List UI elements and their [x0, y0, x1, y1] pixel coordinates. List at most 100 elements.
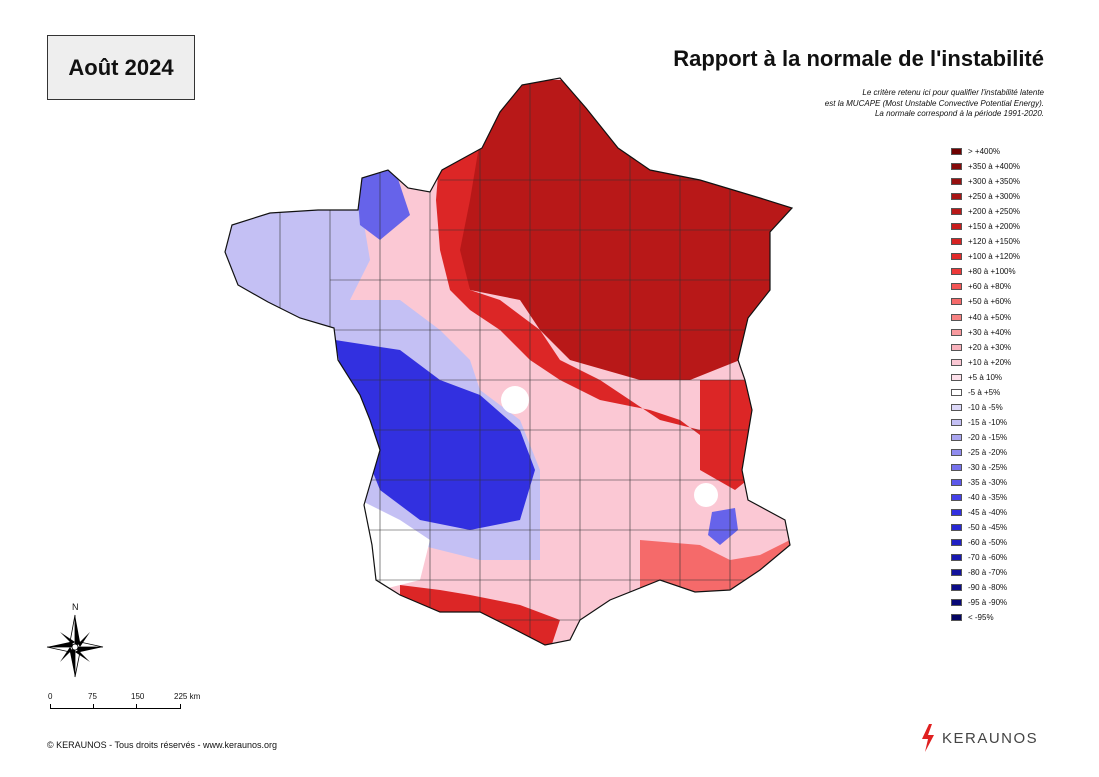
legend-swatch	[951, 223, 962, 231]
legend-item: -15 à -10%	[951, 415, 1020, 430]
legend-item: +5 à 10%	[951, 370, 1020, 385]
region-southwest-blue	[335, 340, 535, 530]
legend-label: -20 à -15%	[968, 432, 1008, 442]
france-map	[224, 77, 793, 646]
region-fills	[225, 78, 792, 645]
legend-item: +250 à +300%	[951, 189, 1020, 204]
legend-item: -95 à -90%	[951, 595, 1020, 610]
month-label: Août 2024	[68, 54, 174, 80]
legend-label: +250 à +300%	[968, 192, 1021, 202]
legend-item: +30 à +40%	[951, 325, 1020, 340]
legend-item: +40 à +50%	[951, 310, 1020, 325]
legend-swatch	[951, 403, 962, 411]
scale-line	[50, 708, 180, 709]
compass-rose-icon	[46, 614, 104, 678]
legend-item: -5 à +5%	[951, 385, 1020, 400]
legend-item: +120 à +150%	[951, 234, 1020, 249]
legend-label: +10 à +20%	[968, 357, 1012, 367]
scale-tick	[180, 704, 181, 709]
legend-swatch	[951, 238, 962, 246]
legend-item: -30 à -25%	[951, 460, 1020, 475]
region-blue-pocket	[708, 508, 738, 545]
legend-item: -35 à -30%	[951, 475, 1020, 490]
legend-swatch	[951, 193, 962, 201]
legend-item: +20 à +30%	[951, 340, 1020, 355]
legend-swatch	[951, 163, 962, 171]
legend-item: +300 à +350%	[951, 174, 1020, 189]
legend-label: +120 à +150%	[968, 237, 1021, 247]
department-borders	[279, 80, 792, 640]
scale-label: 75	[88, 692, 97, 701]
legend-label: +50 à +60%	[968, 297, 1012, 307]
lightning-icon	[922, 724, 934, 752]
legend-swatch	[951, 479, 962, 487]
legend-swatch	[951, 268, 962, 276]
brand-logo: KERAUNOS	[920, 724, 1038, 752]
legend-item: +350 à +400%	[951, 159, 1020, 174]
legend-item: -40 à -35%	[951, 490, 1020, 505]
subtitle-line: Le critère retenu ici pour qualifier l'i…	[862, 88, 1044, 97]
legend-item: -45 à -40%	[951, 505, 1020, 520]
legend-item: -60 à -50%	[951, 535, 1020, 550]
legend-swatch	[951, 599, 962, 607]
legend-label: +20 à +30%	[968, 342, 1012, 352]
legend-item: +80 à +100%	[951, 264, 1020, 279]
legend-label: -5 à +5%	[968, 387, 1001, 397]
legend-swatch	[951, 448, 962, 456]
legend-label: +60 à +80%	[968, 282, 1012, 292]
legend-label: -50 à -45%	[968, 523, 1008, 533]
legend-label: -10 à -5%	[968, 402, 1003, 412]
legend-item: < -95%	[951, 610, 1020, 625]
region-white-pocket	[501, 386, 529, 414]
scale-bar: 0 75 150 225 km	[48, 690, 218, 720]
legend-item: -50 à -45%	[951, 520, 1020, 535]
legend-item: -10 à -5%	[951, 400, 1020, 415]
copyright-text: © KERAUNOS - Tous droits réservés - www.…	[47, 740, 278, 750]
scale-label: 150	[131, 692, 145, 701]
legend-swatch	[951, 358, 962, 366]
region-white-pocket	[694, 483, 718, 507]
legend-swatch	[951, 418, 962, 426]
legend-item: +150 à +200%	[951, 219, 1020, 234]
subtitle-line: La normale correspond à la période 1991-…	[874, 109, 1044, 118]
legend-swatch	[951, 569, 962, 577]
legend-item: -90 à -80%	[951, 580, 1020, 595]
scale-label: 0	[48, 692, 53, 701]
region-cotentin	[355, 165, 410, 240]
legend-label: -40 à -35%	[968, 493, 1008, 503]
legend-swatch	[951, 509, 962, 517]
legend-label: > +400%	[968, 147, 1001, 157]
legend-label: -70 à -60%	[968, 553, 1008, 563]
map-subtitle: Le critère retenu ici pour qualifier l'i…	[825, 88, 1044, 120]
legend-item: +60 à +80%	[951, 279, 1020, 294]
legend-swatch	[951, 208, 962, 216]
legend-swatch	[951, 554, 962, 562]
legend-swatch	[951, 373, 962, 381]
legend-label: -15 à -10%	[968, 417, 1008, 427]
scale-tick	[50, 704, 51, 709]
legend-label: +300 à +350%	[968, 177, 1021, 187]
legend-swatch	[951, 283, 962, 291]
legend-label: +350 à +400%	[968, 162, 1021, 172]
legend: > +400% +350 à +400% +300 à +350% +250 à +3…	[951, 144, 1020, 626]
legend-swatch	[951, 388, 962, 396]
legend-label: -35 à -30%	[968, 478, 1008, 488]
legend-swatch	[951, 494, 962, 502]
legend-label: < -95%	[968, 613, 994, 623]
legend-label: +150 à +200%	[968, 222, 1021, 232]
legend-item: -70 à -60%	[951, 550, 1020, 565]
legend-label: -80 à -70%	[968, 568, 1008, 578]
region-landes-white	[360, 500, 430, 590]
legend-label: +40 à +50%	[968, 312, 1012, 322]
legend-swatch	[951, 464, 962, 471]
legend-swatch	[951, 298, 962, 306]
legend-swatch	[951, 148, 962, 156]
legend-label: -30 à -25%	[968, 463, 1008, 472]
legend-swatch	[951, 433, 962, 441]
legend-swatch	[951, 614, 962, 622]
legend-swatch	[951, 253, 962, 261]
scale-label: 225 km	[174, 692, 201, 701]
legend-label: -95 à -90%	[968, 598, 1008, 608]
month-label-box: Août 2024	[47, 35, 195, 100]
legend-item: -20 à -15%	[951, 430, 1020, 445]
